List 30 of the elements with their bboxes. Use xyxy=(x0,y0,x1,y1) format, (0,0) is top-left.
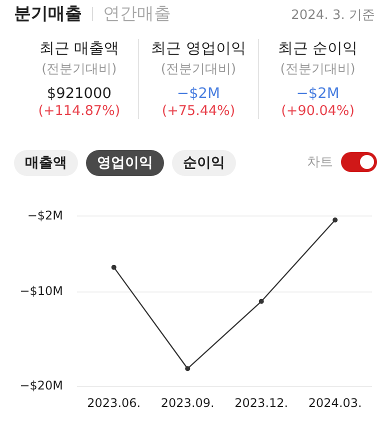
point xyxy=(111,264,116,270)
text: 최근 영업이익 xyxy=(150,39,247,58)
x-tick-label: 2023.12. xyxy=(234,396,288,410)
text: (+75.44%) xyxy=(160,103,236,119)
text: 순이익 xyxy=(172,150,236,176)
text: (+90.04%) xyxy=(280,103,356,119)
text: 연간매출 xyxy=(103,3,171,25)
text: 2024. 3. 기준 xyxy=(291,7,375,24)
text: 매출액 xyxy=(14,150,78,176)
x-tick-label: 2023.06. xyxy=(87,396,141,410)
point xyxy=(332,217,338,222)
text: (전분기대비) xyxy=(279,61,356,78)
text: 분기매출 xyxy=(14,3,82,25)
text: (전분기대비) xyxy=(160,61,238,78)
x-tick-label: 2023.09. xyxy=(160,396,214,410)
x-tick-label: 2024.03. xyxy=(308,396,362,410)
y-tick-label: −$20M xyxy=(20,378,63,393)
point xyxy=(185,366,190,372)
text: 차트 xyxy=(307,154,333,171)
y-tick-label: −$10M xyxy=(20,284,63,298)
text: (전분기대비) xyxy=(40,61,118,78)
text: −$2M xyxy=(176,86,222,102)
text: (+114.87%) xyxy=(37,103,122,119)
point xyxy=(258,298,264,304)
text: −$2M xyxy=(295,86,340,102)
text: 최근 순이익 xyxy=(276,39,359,58)
text: $921000 xyxy=(46,86,112,102)
text: 최근 매출액 xyxy=(38,39,120,58)
y-tick-label: −$2M xyxy=(27,208,63,222)
text: 영업이익 xyxy=(86,150,164,176)
